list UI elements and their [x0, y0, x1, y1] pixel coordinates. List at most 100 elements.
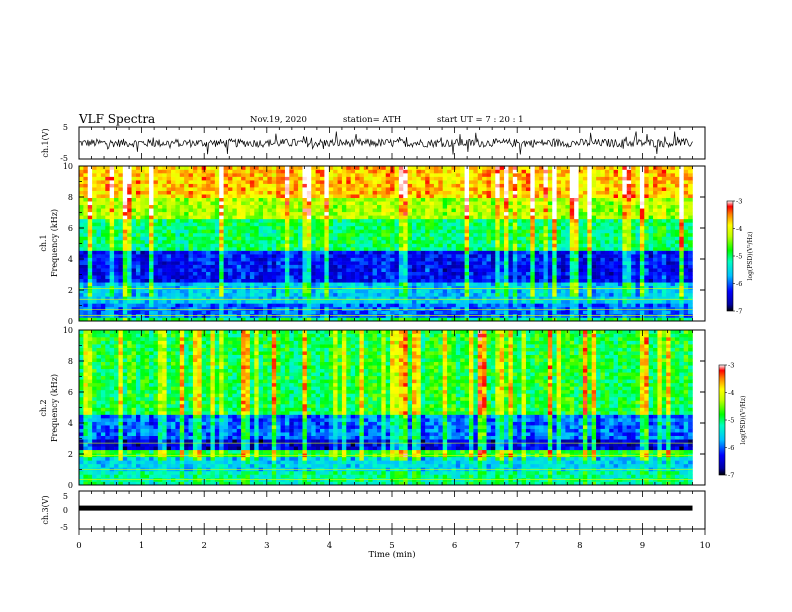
- spectrogram-cell: [153, 275, 159, 280]
- spectrogram-cell: [490, 211, 496, 216]
- spectrogram-cell: [512, 201, 518, 206]
- spectrogram-cell: [118, 173, 124, 177]
- spectrogram-cell: [324, 197, 330, 202]
- spectrogram-cell: [241, 236, 246, 241]
- spectrogram-cell: [363, 250, 369, 255]
- spectrogram-cell: [552, 261, 557, 265]
- spectrogram-cell: [561, 303, 566, 308]
- spectrogram-cell: [355, 292, 360, 297]
- spectrogram-cell: [254, 303, 259, 308]
- spectrogram-cell: [293, 204, 299, 209]
- spectrogram-cell: [469, 187, 474, 191]
- spectrogram-cell: [311, 169, 316, 174]
- spectrogram-cell: [464, 296, 470, 301]
- spectrogram-cell: [420, 176, 426, 181]
- spectrogram-cell: [433, 239, 439, 244]
- spectrogram-cell: [184, 197, 189, 202]
- spectrogram-cell: [109, 173, 115, 177]
- spectrogram-cell: [122, 225, 128, 230]
- spectrogram-cell: [341, 278, 347, 283]
- spectrogram-cell: [412, 190, 417, 195]
- spectrogram-cell: [556, 211, 562, 216]
- spectrogram-cell: [298, 271, 303, 276]
- spectrogram-cell: [355, 218, 360, 223]
- spectrogram-cell: [188, 176, 194, 181]
- spectrogram-cell: [425, 215, 430, 220]
- spectrogram-cell: [197, 254, 202, 258]
- spectrogram-cell: [245, 236, 251, 241]
- spectrogram-cell: [350, 254, 356, 258]
- spectrogram-cell: [175, 194, 181, 198]
- spectrogram-cell: [149, 296, 154, 301]
- spectrogram-cell: [333, 306, 338, 311]
- spectrogram-cell: [473, 236, 479, 241]
- spectrogram-cell: [556, 236, 562, 241]
- spectrogram-cell: [276, 197, 281, 202]
- spectrogram-cell: [254, 296, 259, 301]
- spectrogram-cell: [425, 183, 430, 188]
- spectrogram-cell: [429, 187, 435, 191]
- spectrogram-cell: [171, 183, 176, 188]
- spectrogram-cell: [534, 197, 540, 202]
- spectrogram-cell: [534, 208, 540, 213]
- spectrogram-cell: [92, 254, 97, 258]
- spectrogram-cell: [390, 264, 395, 269]
- spectrogram-cell: [271, 257, 277, 262]
- spectrogram-cell: [87, 208, 93, 213]
- spectrogram-cell: [92, 211, 97, 216]
- spectrogram-cell: [206, 187, 211, 191]
- spectrogram-cell: [561, 197, 566, 202]
- spectrogram-cell: [381, 257, 387, 262]
- spectrogram-cell: [530, 229, 536, 234]
- spectrogram-cell: [223, 268, 229, 272]
- spectrogram-cell: [569, 247, 575, 251]
- spectrogram-cell: [105, 285, 110, 290]
- spectrogram-cell: [333, 222, 338, 227]
- spectrogram-cell: [473, 282, 479, 287]
- spectrogram-cell: [337, 183, 343, 188]
- spectrogram-cell: [412, 218, 417, 223]
- spectrogram-cell: [293, 261, 299, 265]
- spectrogram-cell: [512, 187, 518, 191]
- spectrogram-cell: [333, 310, 338, 315]
- spectrogram-cell: [451, 204, 457, 209]
- spectrogram-cell: [328, 211, 334, 216]
- spectrogram-cell: [547, 211, 553, 216]
- spectrogram-cell: [565, 285, 571, 290]
- spectrogram-cell: [490, 250, 496, 255]
- spectrogram-cell: [214, 173, 220, 177]
- spectrogram-cell: [420, 271, 426, 276]
- spectrogram-cell: [539, 225, 544, 230]
- spectrogram-cell: [561, 190, 566, 195]
- spectrogram-cell: [477, 215, 483, 220]
- spectrogram-cell: [188, 271, 194, 276]
- spectrogram-cell: [109, 222, 115, 227]
- spectrogram-cell: [263, 204, 268, 209]
- spectrogram-cell: [289, 257, 295, 262]
- spectrogram-cell: [236, 183, 242, 188]
- spectrogram-cell: [100, 180, 106, 184]
- spectrogram-cell: [197, 166, 202, 170]
- spectrogram-cell: [79, 239, 84, 244]
- spectrogram-cell: [135, 183, 141, 188]
- spectrogram-cell: [162, 222, 167, 227]
- spectrogram-cell: [447, 215, 452, 220]
- spectrogram-cell: [100, 218, 106, 223]
- spectrogram-cell: [263, 257, 268, 262]
- spectrogram-cell: [512, 275, 518, 280]
- spectrogram-cell: [355, 296, 360, 301]
- spectrogram-cell: [118, 247, 124, 251]
- spectrogram-cell: [109, 201, 115, 206]
- spectrogram-cell: [565, 310, 571, 315]
- spectrogram-cell: [447, 261, 452, 265]
- spectrogram-cell: [442, 250, 448, 255]
- spectrogram-cell: [232, 222, 238, 227]
- spectrogram-cell: [552, 292, 557, 297]
- spectrogram-cell: [92, 166, 97, 170]
- spectrogram-cell: [499, 183, 505, 188]
- spectrogram-cell: [144, 239, 150, 244]
- spectrogram-cell: [451, 208, 457, 213]
- spectrogram-cell: [83, 218, 89, 223]
- spectrogram-cell: [517, 257, 522, 262]
- spectrogram-cell: [504, 194, 509, 198]
